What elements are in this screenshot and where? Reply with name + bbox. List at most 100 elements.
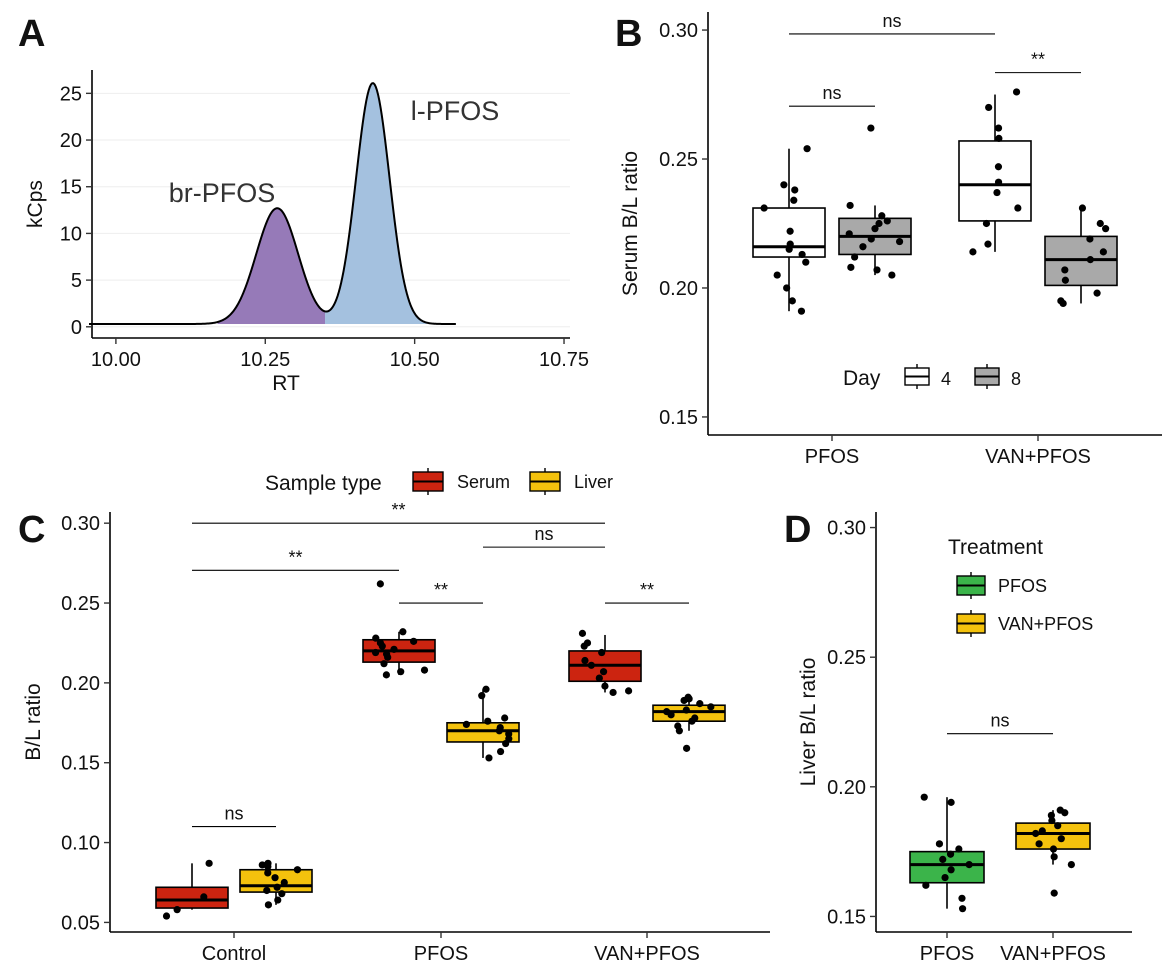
significance-label: ns <box>224 804 243 824</box>
data-point <box>985 103 993 112</box>
data-point <box>371 648 380 657</box>
data-point <box>1099 248 1107 256</box>
data-point <box>599 668 608 676</box>
data-point <box>873 266 881 274</box>
box-pfos <box>362 580 436 679</box>
legend-treatment: Treatment PFOS VAN+PFOS <box>948 536 1093 637</box>
data-point <box>1067 860 1075 869</box>
data-point <box>278 890 286 898</box>
data-point <box>684 693 692 701</box>
data-point <box>935 840 944 848</box>
data-point <box>485 754 493 762</box>
data-point <box>420 666 429 674</box>
data-point <box>1014 204 1022 212</box>
data-point <box>947 866 955 874</box>
legend-label: PFOS <box>998 576 1047 596</box>
data-point <box>946 850 955 858</box>
y-tick-label: 0.15 <box>61 753 100 775</box>
y-tick-label: 0.05 <box>61 912 100 934</box>
data-point <box>790 196 798 204</box>
data-point <box>994 178 1003 186</box>
box-van-pfos <box>652 693 726 752</box>
data-point <box>958 894 966 902</box>
legend-title: Day <box>843 367 881 390</box>
y-axis-title: Serum B/L ratio <box>619 151 642 296</box>
data-point <box>1035 840 1043 848</box>
data-point <box>947 798 955 806</box>
y-tick-label: 5 <box>71 270 82 292</box>
data-point <box>941 873 949 882</box>
y-axis-title: Liver B/L ratio <box>797 658 820 787</box>
x-tick-label: VAN+PFOS <box>985 446 1091 468</box>
x-tick-label: 10.50 <box>390 349 440 371</box>
data-point <box>780 181 788 189</box>
legend-label: VAN+PFOS <box>998 614 1093 634</box>
data-point <box>1056 806 1064 814</box>
significance-label: ns <box>882 11 901 31</box>
peak-label-br-pfos: br-PFOS <box>169 178 276 208</box>
data-point <box>496 747 505 756</box>
y-tick-label: 0.15 <box>659 407 698 429</box>
data-point <box>1078 204 1087 212</box>
data-point <box>798 250 806 259</box>
data-point <box>922 881 930 889</box>
y-tick-label: 0.20 <box>61 673 100 695</box>
data-point <box>965 860 973 869</box>
box-pfos <box>909 793 985 913</box>
data-point <box>382 671 390 679</box>
data-point <box>205 859 213 867</box>
data-point <box>803 145 811 153</box>
data-point <box>846 201 854 210</box>
data-point <box>382 650 391 658</box>
data-point <box>788 297 796 305</box>
data-point <box>867 124 875 132</box>
data-point <box>1061 266 1069 274</box>
data-point <box>802 258 810 266</box>
y-tick-label: 0.25 <box>61 593 100 615</box>
data-point <box>691 714 699 722</box>
y-tick-label: 10 <box>60 223 82 245</box>
data-point <box>264 869 272 877</box>
data-point <box>939 855 947 864</box>
y-tick-label: 0.30 <box>61 513 100 535</box>
data-point <box>1061 276 1069 284</box>
significance-label: ns <box>822 83 841 103</box>
data-point <box>390 645 398 653</box>
data-point <box>462 720 470 728</box>
legend-title: Treatment <box>948 536 1043 559</box>
data-point <box>505 730 513 738</box>
y-tick-label: 0.10 <box>61 833 100 855</box>
x-axis-title: RT <box>272 372 300 395</box>
data-point <box>484 717 492 725</box>
data-point <box>583 639 592 647</box>
legend-title: Sample type <box>265 472 382 495</box>
x-tick-label: PFOS <box>920 943 974 965</box>
data-point <box>598 648 606 657</box>
significance-label: ** <box>1031 50 1045 70</box>
data-point <box>1038 827 1046 835</box>
data-point <box>994 124 1003 132</box>
box-van-pfos <box>958 88 1032 256</box>
data-point <box>280 878 288 887</box>
data-point <box>587 661 595 669</box>
box-pfos <box>752 145 826 315</box>
panel-letter-a: A <box>18 13 45 55</box>
data-point <box>875 219 883 228</box>
box-pfos <box>446 685 520 762</box>
significance-label: ** <box>391 500 405 520</box>
data-point <box>1102 225 1110 233</box>
x-tick-label: 10.75 <box>539 349 589 371</box>
data-point <box>969 248 977 256</box>
data-point <box>982 219 991 228</box>
data-point <box>609 688 617 697</box>
data-point <box>1086 235 1094 243</box>
y-tick-label: 0.25 <box>827 647 866 669</box>
data-point <box>1048 816 1056 825</box>
data-point <box>478 692 486 700</box>
data-point <box>783 284 791 292</box>
data-point <box>878 212 886 220</box>
data-point <box>871 225 879 233</box>
data-point <box>888 271 896 279</box>
box-iqr <box>155 886 229 909</box>
data-point <box>397 668 405 676</box>
